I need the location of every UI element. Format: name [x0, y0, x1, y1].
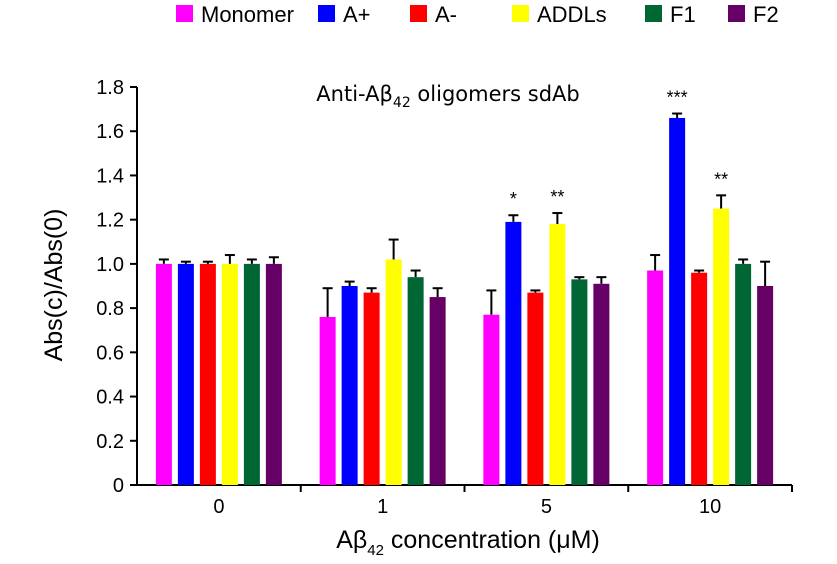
legend-label: ADDLs	[537, 2, 607, 27]
legend-swatch	[176, 5, 193, 22]
bar-a-1	[341, 286, 358, 485]
legend-swatch	[728, 5, 745, 22]
y-tick-label: 1.0	[96, 254, 124, 276]
bar-a-0	[199, 263, 216, 485]
legend-label: F2	[753, 2, 779, 27]
y-tick-label: 1.4	[96, 165, 124, 187]
x-tick-label: 10	[699, 496, 721, 518]
legend-swatch	[512, 5, 529, 22]
bar-monomer-10	[647, 270, 664, 485]
legend-swatch	[410, 5, 427, 22]
bar-f1-0	[243, 263, 260, 485]
bar-f2-1	[429, 297, 446, 485]
significance-marker: **	[550, 187, 564, 207]
bar-monomer-1	[319, 316, 336, 485]
significance-marker: ***	[667, 88, 688, 108]
bar-a-10	[691, 272, 708, 485]
y-axis: 0 0.2 0.4 0.6 0.8 1.0 1.2 1.4 1.6 1.8	[96, 77, 138, 497]
y-tick-label: 0.2	[96, 431, 124, 453]
legend-label: F1	[670, 2, 696, 27]
bar-f1-10	[735, 263, 752, 485]
bar-f1-5	[571, 279, 588, 485]
x-axis-label: Aβ42 concentration (μM)	[336, 526, 600, 559]
bar-addls-1	[385, 259, 402, 485]
significance-marker: **	[714, 169, 728, 189]
y-tick-label: 0.4	[96, 387, 124, 409]
x-tick-label: 5	[541, 496, 552, 518]
legend-label: Monomer	[201, 2, 294, 27]
bar-a-5	[527, 292, 544, 485]
bar-f2-0	[265, 263, 282, 485]
y-tick-label: 1.2	[96, 210, 124, 232]
bar-addls-5	[549, 224, 566, 486]
y-tick-label: 1.8	[96, 77, 124, 99]
bar-a-10	[669, 117, 686, 485]
y-tick-label: 0.6	[96, 342, 124, 364]
y-axis-label: Abs(c)/Abs(0)	[40, 209, 68, 362]
bar-f2-10	[757, 286, 774, 485]
bar-a-0	[177, 263, 194, 485]
legend-label: A+	[343, 2, 371, 27]
significance-marker: *	[510, 189, 517, 209]
bar-addls-10	[713, 208, 730, 485]
bar-f1-1	[407, 277, 424, 485]
bar-monomer-5	[483, 314, 500, 485]
bar-f2-5	[593, 283, 610, 485]
legend-label: A-	[435, 2, 457, 27]
bar-a-5	[505, 221, 522, 485]
bar-a-1	[363, 292, 380, 485]
y-tick-label: 0	[113, 475, 124, 497]
bars: * *******	[155, 88, 774, 486]
x-axis: 0 1 5 10	[137, 484, 793, 518]
chart-title: Anti-Aβ42 oligomers sdAb	[316, 82, 579, 111]
x-tick-label: 1	[377, 496, 388, 518]
bar-monomer-0	[155, 263, 172, 485]
y-tick-label: 1.6	[96, 121, 124, 143]
x-tick-label: 0	[213, 496, 224, 518]
legend-swatch	[645, 5, 662, 22]
bar-addls-0	[221, 263, 238, 485]
legend-swatch	[318, 5, 335, 22]
legend: Monomer A+ A- ADDLs F1 F2	[176, 2, 779, 27]
y-tick-label: 0.8	[96, 298, 124, 320]
